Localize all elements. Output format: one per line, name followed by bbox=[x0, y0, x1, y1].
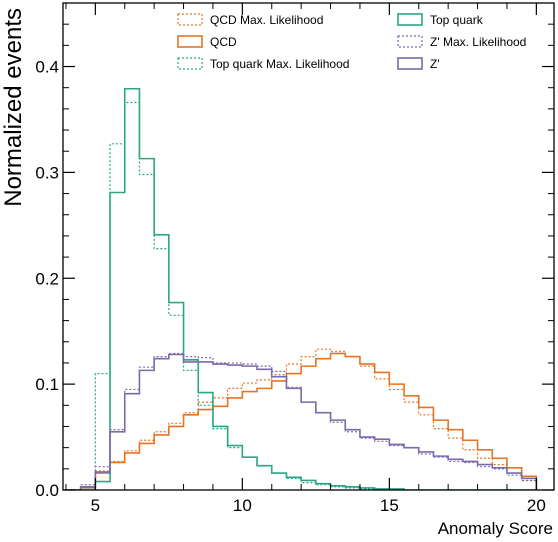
x-tick-label: 5 bbox=[91, 496, 100, 515]
legend-label: QCD bbox=[210, 35, 237, 49]
legend-entry: Z' Max. Likelihood bbox=[397, 35, 526, 49]
series-layer bbox=[65, 87, 538, 490]
x-axis-label: Anomaly Score bbox=[438, 519, 553, 538]
legend-label: Top quark bbox=[430, 13, 484, 27]
legend-swatch bbox=[177, 57, 203, 70]
y-tick-label: 0.2 bbox=[35, 269, 59, 288]
axes-layer: 5 10 15 20 0.0 0.1 0.2 0.3 0.4 bbox=[35, 2, 555, 515]
legend-swatch bbox=[177, 35, 203, 48]
legend-entry: QCD Max. Likelihood bbox=[177, 13, 323, 27]
legend-entry: Z' bbox=[397, 57, 440, 71]
y-tick-label: 0.4 bbox=[35, 58, 59, 77]
x-tick-label: 20 bbox=[527, 496, 546, 515]
legend-entry: QCD bbox=[177, 35, 237, 49]
x-tick-label: 15 bbox=[380, 496, 399, 515]
legend-swatch bbox=[397, 13, 423, 26]
legend-label: Z' Max. Likelihood bbox=[430, 35, 526, 49]
y-tick-label: 0.3 bbox=[35, 163, 59, 182]
y-axis-label: Normalized events bbox=[0, 8, 27, 207]
legend-swatch bbox=[177, 13, 203, 26]
legend-entry: Top quark bbox=[397, 13, 484, 27]
legend-entry: Top quark Max. Likelihood bbox=[177, 57, 349, 71]
series-z-line bbox=[65, 353, 538, 490]
legend-swatch bbox=[397, 57, 423, 70]
x-tick-label: 10 bbox=[233, 496, 252, 515]
series-qcd-max-likelihood-line bbox=[65, 348, 537, 490]
legend-swatch bbox=[397, 35, 423, 48]
series-top-quark-line bbox=[65, 87, 537, 490]
legend: QCD Max. Likelihood Top quark QCD Z' Max. L… bbox=[177, 13, 526, 71]
legend-label: Top quark Max. Likelihood bbox=[210, 57, 349, 71]
y-tick-label: 0.0 bbox=[35, 481, 59, 500]
legend-label: QCD Max. Likelihood bbox=[210, 13, 323, 27]
plot-frame bbox=[62, 2, 555, 491]
legend-label: Z' bbox=[430, 57, 440, 71]
series-qcd-line bbox=[65, 352, 538, 490]
y-tick-label: 0.1 bbox=[35, 375, 59, 394]
series-top-quark-max-likelihood-line bbox=[65, 101, 537, 490]
